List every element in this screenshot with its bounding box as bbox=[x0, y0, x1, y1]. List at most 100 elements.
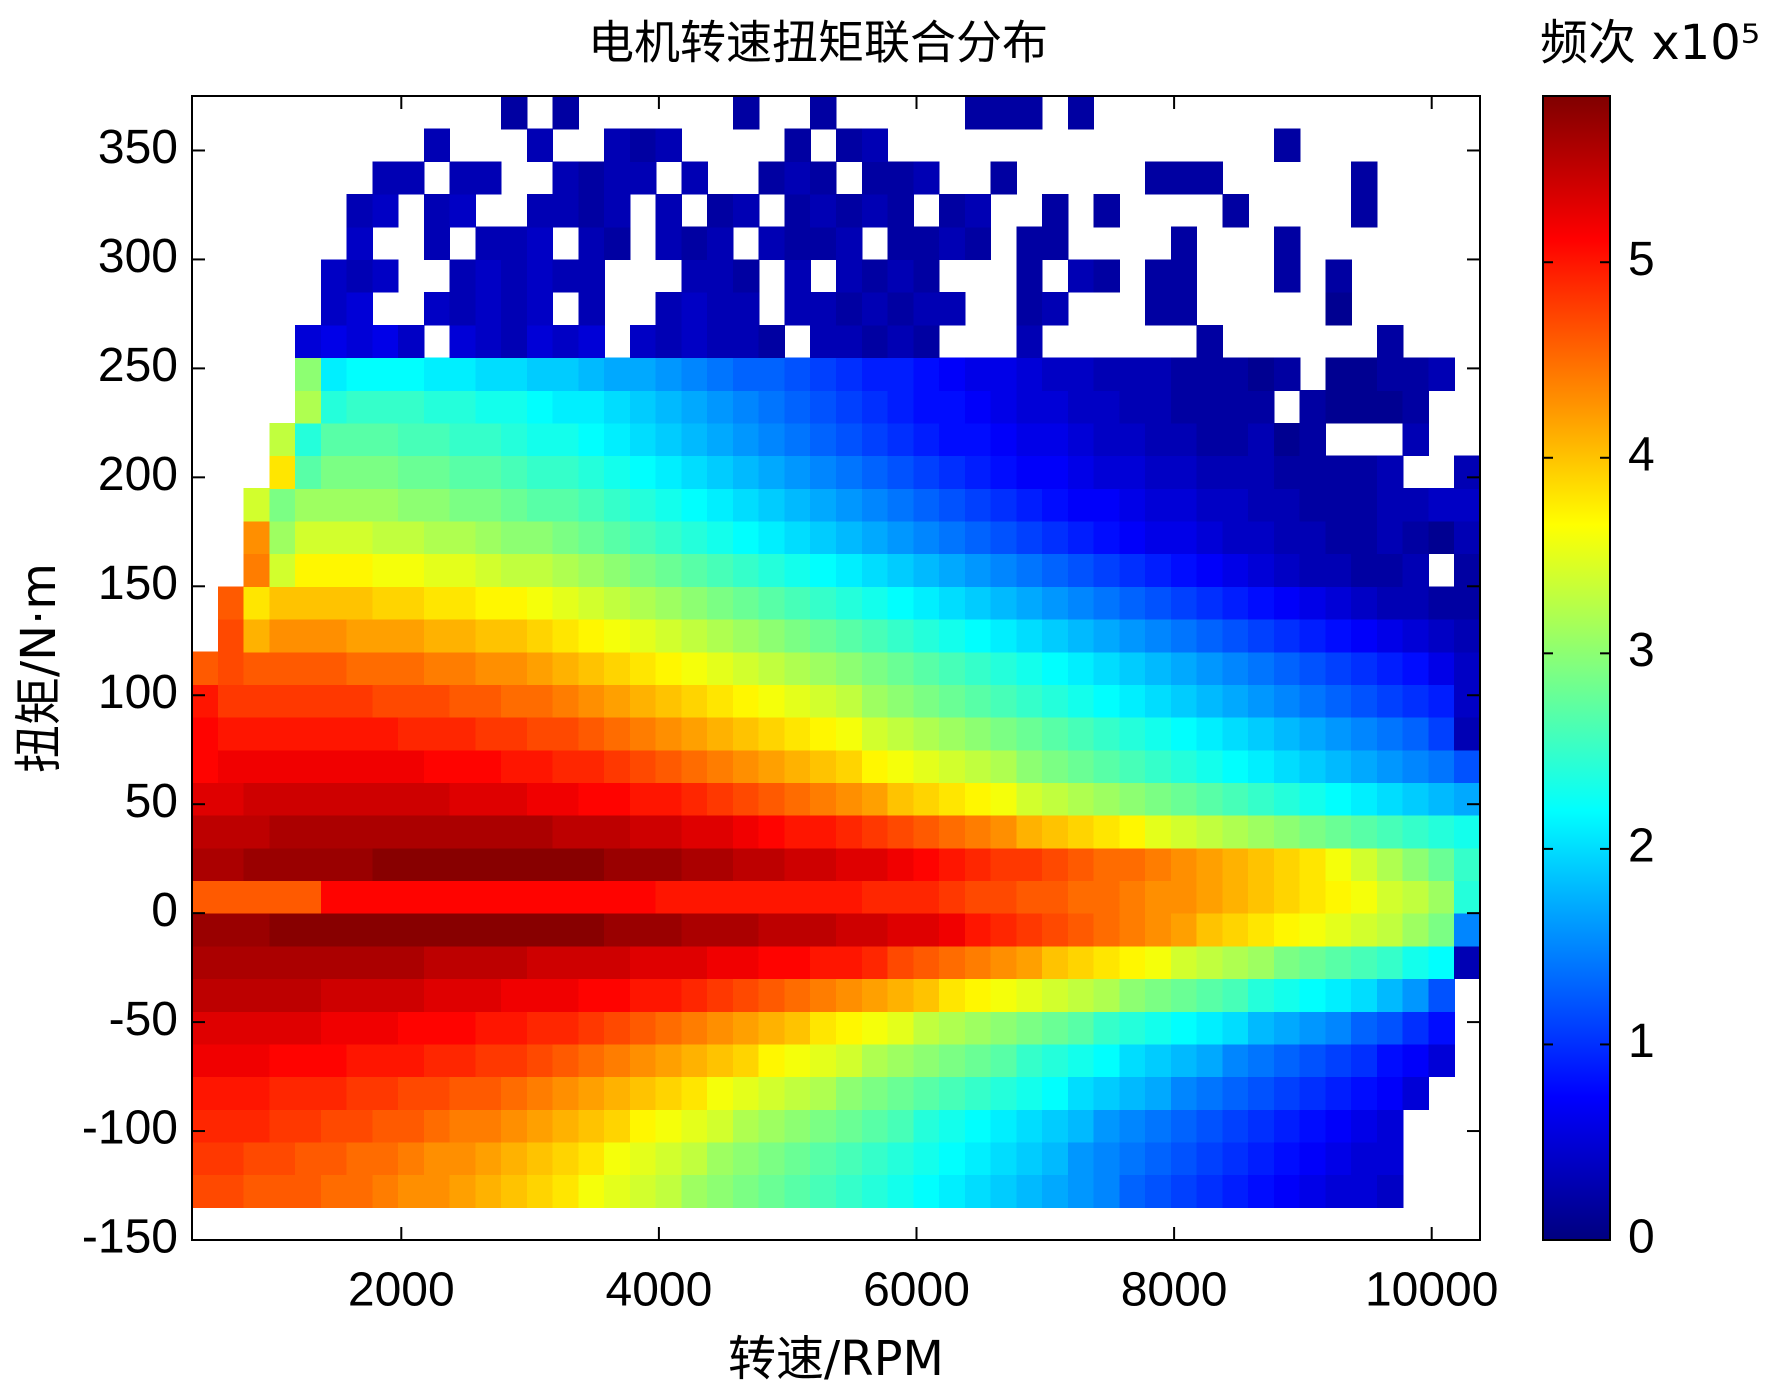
heatmap-cell bbox=[1042, 815, 1069, 849]
heatmap-cell bbox=[784, 880, 811, 914]
heatmap-cell bbox=[836, 913, 863, 947]
heatmap-cell bbox=[939, 880, 966, 914]
heatmap-cell bbox=[217, 1011, 245, 1045]
heatmap-cell bbox=[887, 880, 914, 914]
heatmap-cell bbox=[836, 128, 863, 162]
heatmap-cell bbox=[629, 945, 657, 980]
heatmap-cell bbox=[1145, 586, 1172, 620]
heatmap-cell bbox=[990, 1076, 1017, 1110]
heatmap-cell bbox=[758, 324, 786, 359]
heatmap-cell bbox=[758, 1109, 786, 1143]
heatmap-cell bbox=[758, 978, 786, 1012]
heatmap-cell bbox=[861, 717, 889, 751]
heatmap-cell bbox=[1376, 651, 1404, 685]
heatmap-cell bbox=[398, 586, 425, 620]
heatmap-cell bbox=[939, 292, 966, 326]
heatmap-cell bbox=[578, 357, 605, 391]
heatmap-cell bbox=[1402, 815, 1430, 849]
heatmap-cell bbox=[398, 161, 425, 195]
heatmap-cell bbox=[784, 259, 811, 293]
heatmap-cell bbox=[398, 782, 425, 816]
heatmap-cell bbox=[1376, 782, 1404, 816]
heatmap-cell bbox=[1016, 815, 1043, 849]
heatmap-cell bbox=[655, 1076, 683, 1110]
heatmap-cell bbox=[1093, 390, 1120, 424]
heatmap-cell bbox=[1402, 390, 1430, 424]
heatmap-cell bbox=[1170, 357, 1198, 391]
heatmap-cell bbox=[861, 913, 889, 947]
heatmap-cell bbox=[1196, 1043, 1223, 1078]
heatmap-cell bbox=[1273, 782, 1301, 816]
heatmap-cell bbox=[1196, 586, 1223, 620]
heatmap-cell bbox=[1351, 749, 1378, 783]
heatmap-cell bbox=[964, 847, 992, 882]
heatmap-cell bbox=[861, 1011, 889, 1045]
heatmap-cell bbox=[732, 815, 760, 849]
heatmap-cell bbox=[398, 847, 425, 882]
heatmap-cell bbox=[243, 978, 270, 1012]
heatmap-cell bbox=[887, 1011, 914, 1045]
heatmap-cell bbox=[732, 1141, 760, 1176]
heatmap-cell bbox=[217, 913, 245, 947]
heatmap-cell bbox=[1196, 651, 1223, 685]
heatmap-cell bbox=[913, 978, 940, 1012]
heatmap-cell bbox=[1042, 292, 1069, 326]
heatmap-cell bbox=[1248, 1109, 1275, 1143]
heatmap-cell bbox=[346, 847, 373, 882]
heatmap-cell bbox=[836, 978, 863, 1012]
heatmap-cell bbox=[758, 1043, 786, 1078]
heatmap-cell bbox=[1093, 684, 1120, 718]
heatmap-cell bbox=[1273, 455, 1301, 489]
heatmap-cell bbox=[784, 847, 811, 882]
heatmap-cell bbox=[526, 1174, 554, 1208]
heatmap-cell bbox=[320, 978, 348, 1012]
heatmap-cell bbox=[1093, 488, 1120, 522]
heatmap-cell bbox=[1222, 357, 1249, 391]
heatmap-cell bbox=[217, 978, 245, 1012]
heatmap-cell bbox=[1351, 815, 1378, 849]
heatmap-cell bbox=[655, 651, 683, 685]
heatmap-cell bbox=[604, 455, 631, 489]
heatmap-cell bbox=[655, 292, 683, 326]
heatmap-cell bbox=[1376, 717, 1404, 751]
heatmap-cell bbox=[1196, 945, 1223, 980]
heatmap-cell bbox=[629, 684, 657, 718]
heatmap-cell bbox=[1376, 913, 1404, 947]
heatmap-cell bbox=[1067, 913, 1095, 947]
heatmap-cell bbox=[1119, 390, 1146, 424]
heatmap-cell bbox=[1325, 259, 1352, 293]
heatmap-cell bbox=[526, 128, 554, 162]
heatmap-cell bbox=[1067, 553, 1095, 587]
heatmap-cell bbox=[681, 586, 708, 620]
heatmap-cell bbox=[1299, 978, 1327, 1012]
heatmap-cell bbox=[629, 520, 657, 555]
heatmap-cell bbox=[423, 1174, 451, 1208]
heatmap-cell bbox=[1299, 1174, 1327, 1208]
heatmap-cell bbox=[732, 618, 760, 653]
heatmap-cell bbox=[217, 945, 245, 980]
heatmap-cell bbox=[810, 455, 837, 489]
heatmap-cell bbox=[861, 945, 889, 980]
heatmap-cell bbox=[1325, 847, 1352, 882]
heatmap-cell bbox=[320, 717, 348, 751]
heatmap-cell bbox=[810, 651, 837, 685]
heatmap-cell bbox=[1145, 945, 1172, 980]
heatmap-cell bbox=[578, 226, 605, 261]
heatmap-cell bbox=[1170, 1011, 1198, 1045]
axes: 2000 4000 6000 8000 10000-150-100-5005010015… bbox=[82, 95, 1655, 1317]
heatmap-cell bbox=[1299, 913, 1327, 947]
heatmap-cell bbox=[1299, 520, 1327, 555]
heatmap-cell bbox=[1428, 815, 1455, 849]
heatmap-cell bbox=[398, 978, 425, 1012]
heatmap-cell bbox=[501, 978, 528, 1012]
heatmap-cell bbox=[629, 847, 657, 882]
heatmap-cell bbox=[1248, 978, 1275, 1012]
heatmap-cell bbox=[964, 717, 992, 751]
heatmap-cell bbox=[784, 1109, 811, 1143]
heatmap-cell bbox=[1376, 1141, 1404, 1176]
heatmap-cell bbox=[913, 782, 940, 816]
heatmap-cell bbox=[655, 717, 683, 751]
heatmap-cell bbox=[1119, 880, 1146, 914]
heatmap-cell bbox=[1042, 847, 1069, 882]
heatmap-cell bbox=[217, 618, 245, 653]
